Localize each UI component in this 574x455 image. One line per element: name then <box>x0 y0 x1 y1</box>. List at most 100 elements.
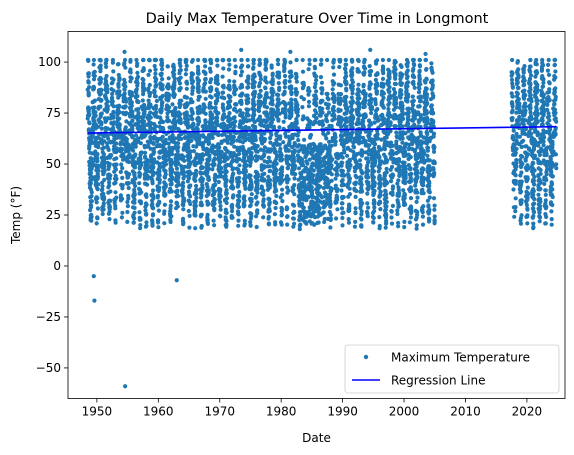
scatter-point <box>338 58 342 62</box>
scatter-point <box>347 166 351 170</box>
scatter-point <box>218 214 222 218</box>
scatter-point <box>238 86 242 90</box>
scatter-point <box>231 140 235 144</box>
scatter-point <box>293 172 297 176</box>
scatter-point <box>402 225 406 229</box>
scatter-point <box>331 92 335 96</box>
scatter-point <box>210 125 214 129</box>
scatter-point <box>207 120 211 124</box>
scatter-point <box>216 167 220 171</box>
scatter-point <box>204 97 208 101</box>
scatter-point <box>288 70 292 74</box>
scatter-point <box>393 99 397 103</box>
scatter-point <box>151 171 155 175</box>
scatter-point <box>294 72 298 76</box>
scatter-point <box>115 113 119 117</box>
scatter-point <box>171 63 175 67</box>
scatter-point <box>169 199 173 203</box>
scatter-point <box>412 58 416 62</box>
scatter-point <box>346 146 350 150</box>
scatter-point <box>87 120 91 124</box>
scatter-point <box>181 207 185 211</box>
scatter-point <box>114 141 118 145</box>
scatter-point <box>377 215 381 219</box>
scatter-point <box>204 90 208 94</box>
scatter-point <box>257 93 261 97</box>
scatter-point <box>246 64 250 68</box>
scatter-point <box>358 206 362 210</box>
scatter-point <box>244 117 248 121</box>
scatter-point <box>313 58 317 62</box>
scatter-point <box>288 114 292 118</box>
scatter-point <box>368 64 372 68</box>
scatter-point <box>378 207 382 211</box>
scatter-point <box>186 179 190 183</box>
scatter-point <box>312 168 316 172</box>
scatter-point <box>125 210 129 214</box>
scatter-point <box>117 78 121 82</box>
scatter-point <box>106 191 110 195</box>
scatter-point <box>370 106 374 110</box>
scatter-point <box>144 224 148 228</box>
scatter-point <box>376 137 380 141</box>
scatter-point <box>175 184 179 188</box>
scatter-point <box>156 195 160 199</box>
scatter-point <box>357 141 361 145</box>
scatter-point <box>337 65 341 69</box>
scatter-point <box>274 201 278 205</box>
scatter-point <box>333 143 337 147</box>
scatter-point <box>246 58 250 62</box>
scatter-point <box>190 100 194 104</box>
scatter-point <box>217 146 221 150</box>
scatter-point <box>296 138 300 142</box>
scatter-point <box>181 176 185 180</box>
scatter-point <box>212 219 216 223</box>
scatter-point <box>98 120 102 124</box>
scatter-point <box>365 192 369 196</box>
scatter-point <box>159 96 163 100</box>
scatter-point <box>141 85 145 89</box>
scatter-point <box>359 224 363 228</box>
scatter-point <box>396 205 400 209</box>
scatter-point <box>258 122 262 126</box>
scatter-point <box>94 140 98 144</box>
scatter-point <box>305 117 309 121</box>
scatter-point <box>98 105 102 109</box>
scatter-point <box>381 58 385 62</box>
scatter-point <box>88 142 92 146</box>
scatter-point <box>227 67 231 71</box>
scatter-point <box>313 93 317 97</box>
scatter-point <box>207 202 211 206</box>
scatter-point <box>342 183 346 187</box>
scatter-point <box>318 106 322 110</box>
scatter-point <box>329 213 333 217</box>
scatter-point <box>302 81 306 85</box>
scatter-point <box>319 111 323 115</box>
scatter-point <box>181 199 185 203</box>
scatter-point <box>363 58 367 62</box>
scatter-point <box>415 161 419 165</box>
scatter-point <box>236 198 240 202</box>
scatter-point <box>331 87 335 91</box>
scatter-point <box>317 150 321 154</box>
scatter-point <box>231 195 235 199</box>
scatter-point <box>279 174 283 178</box>
scatter-point <box>350 66 354 70</box>
scatter-point <box>247 147 251 151</box>
scatter-point <box>87 85 91 89</box>
scatter-point <box>304 151 308 155</box>
scatter-point <box>172 72 176 76</box>
scatter-point <box>344 111 348 115</box>
scatter-point <box>271 108 275 112</box>
scatter-point <box>120 166 124 170</box>
scatter-point <box>201 133 205 137</box>
scatter-point <box>222 84 226 88</box>
scatter-point <box>138 218 142 222</box>
scatter-point <box>201 124 205 128</box>
scatter-point <box>386 118 390 122</box>
scatter-point <box>181 203 185 207</box>
scatter-point <box>365 211 369 215</box>
scatter-points <box>86 58 559 231</box>
scatter-point <box>252 58 256 62</box>
scatter-point <box>122 99 126 103</box>
